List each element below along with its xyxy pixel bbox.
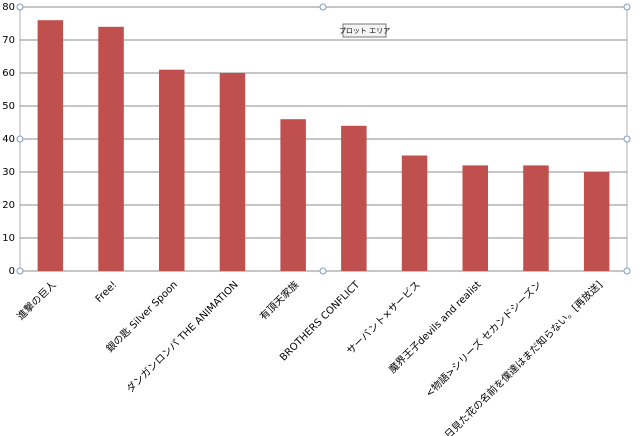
selection-handle[interactable]	[319, 267, 327, 275]
bar	[401, 155, 428, 271]
y-tick-label: 80	[2, 2, 15, 13]
selection-handle[interactable]	[319, 3, 327, 11]
bar	[523, 165, 549, 271]
y-tick-label: 30	[2, 167, 15, 178]
bar	[462, 165, 488, 271]
y-tick-label: 0	[9, 266, 15, 277]
bar	[98, 26, 124, 271]
selection-handle[interactable]	[623, 3, 631, 11]
y-tick-label: 20	[2, 200, 15, 211]
selection-handle[interactable]	[16, 135, 24, 143]
y-tick-label: 60	[2, 68, 15, 79]
x-tick-label: ダンガンロンパ THE ANIMATION	[124, 278, 241, 395]
x-tick-label: 進撃の巨人	[14, 278, 59, 323]
y-tick-label: 40	[2, 134, 15, 145]
bar	[341, 125, 367, 271]
y-tick-label: 50	[2, 101, 15, 112]
tooltip-box	[342, 23, 387, 38]
x-tick-label: Free!	[94, 279, 120, 305]
bar	[583, 172, 610, 271]
y-tick-label: 70	[2, 35, 15, 46]
x-tick-label: 有頂天家族	[257, 278, 302, 323]
selection-handle[interactable]	[623, 267, 631, 275]
selection-handle[interactable]	[16, 267, 24, 275]
tooltip: プロット エリア	[339, 27, 390, 35]
x-tick-label: <物語>シリーズ セカンドシーズン	[423, 278, 545, 400]
selection-handle[interactable]	[623, 135, 631, 143]
selection-handle[interactable]	[16, 3, 24, 11]
bar	[219, 73, 246, 271]
bar	[159, 69, 185, 271]
bar	[37, 20, 64, 272]
bar	[280, 119, 306, 271]
y-tick-label: 10	[2, 233, 15, 244]
